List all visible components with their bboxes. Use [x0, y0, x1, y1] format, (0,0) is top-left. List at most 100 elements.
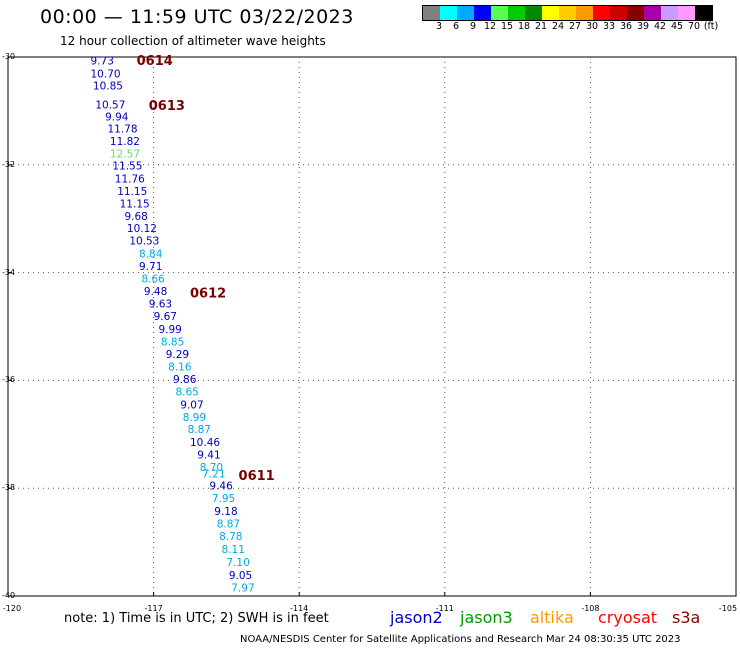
longitude-label: -117 — [144, 604, 163, 613]
colorbar-label: 18 — [517, 21, 531, 32]
colorbar-label: (ft) — [703, 21, 719, 32]
wave-height-value: 9.07 — [180, 399, 203, 411]
wave-height-value: 8.78 — [219, 531, 242, 543]
wave-height-value: 9.73 — [91, 56, 114, 68]
map-frame — [7, 56, 737, 597]
colorbar-label: 12 — [483, 21, 497, 32]
wave-height-value: 8.65 — [175, 386, 198, 398]
pass-time-label: 0612 — [190, 286, 226, 301]
colorbar-label: 6 — [452, 21, 460, 32]
wave-height-value: 9.68 — [124, 211, 147, 223]
colorbar-swatch — [440, 6, 457, 20]
wave-height-value: 11.55 — [112, 161, 142, 173]
wave-height-value: 10.12 — [127, 223, 157, 235]
colorbar-label: 24 — [551, 21, 565, 32]
colorbar-swatch — [627, 6, 644, 20]
wave-height-value: 8.11 — [222, 544, 245, 556]
latitude-label: -30 — [2, 52, 16, 61]
wave-height-value: 9.94 — [105, 112, 129, 124]
wave-height-value: 11.78 — [107, 123, 137, 135]
wave-height-value: 9.71 — [139, 261, 162, 273]
wave-height-value: 7.10 — [226, 557, 249, 569]
wave-height-value: 8.66 — [141, 273, 165, 285]
colorbar-label: 21 — [534, 21, 548, 32]
colorbar-label: 45 — [670, 21, 684, 32]
colorbar-label: 42 — [653, 21, 667, 32]
wave-height-value: 9.46 — [209, 480, 233, 492]
wave-height-value: 10.53 — [129, 236, 159, 248]
colorbar-label: 27 — [568, 21, 582, 32]
pass-time-label: 0611 — [239, 469, 275, 484]
colorbar-swatch — [542, 6, 559, 20]
wave-height-value: 10.57 — [95, 100, 125, 112]
wave-height-value: 11.15 — [120, 198, 150, 210]
satellite-legend-s3a: s3a — [672, 608, 701, 627]
longitude-label: -111 — [435, 604, 454, 613]
satellite-legend-altika: altika — [530, 608, 574, 627]
colorbar-label: 9 — [469, 21, 477, 32]
wave-height-value: 8.16 — [168, 362, 192, 374]
wave-height-value: 9.67 — [154, 311, 177, 323]
satellite-legend-jason2: jason2 — [390, 608, 443, 627]
wave-height-value: 8.87 — [188, 424, 211, 436]
wave-height-value: 8.85 — [161, 336, 184, 348]
wave-height-value: 10.85 — [93, 80, 123, 92]
colorbar-swatch — [593, 6, 610, 20]
longitude-label: -108 — [581, 604, 600, 613]
wave-height-value: 9.63 — [149, 299, 172, 311]
colorbar-label: 39 — [636, 21, 650, 32]
footnote: note: 1) Time is in UTC; 2) SWH is in fe… — [64, 611, 329, 626]
wave-height-value: 7.21 — [202, 468, 225, 480]
colorbar-label: 33 — [602, 21, 616, 32]
wave-height-value: 9.99 — [158, 324, 181, 336]
pass-time-label: 0614 — [137, 54, 173, 69]
latitude-label: -38 — [2, 483, 16, 493]
pass-time-label: 0613 — [149, 99, 185, 114]
colorbar-swatch — [695, 6, 712, 20]
colorbar-swatch — [661, 6, 678, 20]
wave-height-colorbar — [422, 5, 713, 21]
wave-height-value: 11.15 — [117, 186, 147, 198]
wave-height-value: 10.70 — [91, 68, 121, 80]
wave-height-value: 9.29 — [166, 349, 189, 361]
wave-height-value: 10.46 — [190, 437, 220, 449]
wave-height-value: 11.76 — [115, 174, 145, 186]
wave-height-value: 7.95 — [212, 493, 235, 505]
wave-height-value: 8.84 — [139, 249, 163, 261]
wave-height-value: 9.48 — [144, 286, 167, 298]
wave-height-value: 8.70 — [200, 462, 223, 474]
satellite-legend-cryosat: cryosat — [598, 608, 658, 627]
colorbar-swatch — [525, 6, 542, 20]
colorbar-swatch — [678, 6, 695, 20]
colorbar-label: 36 — [619, 21, 633, 32]
longitude-label: -114 — [290, 604, 309, 613]
colorbar-swatch — [491, 6, 508, 20]
colorbar-label: 15 — [500, 21, 514, 32]
longitude-label: -105 — [718, 604, 738, 613]
colorbar-swatch — [457, 6, 474, 20]
latitude-label: -34 — [2, 267, 16, 277]
colorbar-swatch — [423, 6, 440, 20]
credit-line: NOAA/NESDIS Center for Satellite Applica… — [240, 634, 681, 645]
wave-height-value: 9.41 — [197, 450, 220, 462]
colorbar-labels: 3 6 9 12 15 18 21 24 27 30 33 36 39 42 45 70 (ft) — [422, 21, 740, 33]
wave-height-value: 11.82 — [110, 136, 140, 148]
wave-height-value: 9.05 — [229, 570, 252, 582]
colorbar-swatch — [576, 6, 593, 20]
wave-height-value: 8.99 — [183, 412, 206, 424]
colorbar-swatch — [559, 6, 576, 20]
colorbar-label: 70 — [687, 21, 701, 32]
colorbar-label: 30 — [585, 21, 599, 32]
wave-height-value: 7.97 — [231, 583, 254, 595]
longitude-label: -120 — [2, 604, 22, 613]
colorbar-swatch — [508, 6, 525, 20]
latitude-label: -40 — [2, 591, 16, 600]
latitude-label: -32 — [2, 159, 16, 169]
colorbar-label: 3 — [435, 21, 443, 32]
wave-height-value: 9.86 — [173, 374, 197, 386]
wave-height-value: 12.57 — [110, 148, 140, 160]
latitude-label: -36 — [2, 375, 16, 385]
subtitle: 12 hour collection of altimeter wave hei… — [60, 34, 326, 48]
wave-height-value: 9.18 — [214, 506, 237, 518]
